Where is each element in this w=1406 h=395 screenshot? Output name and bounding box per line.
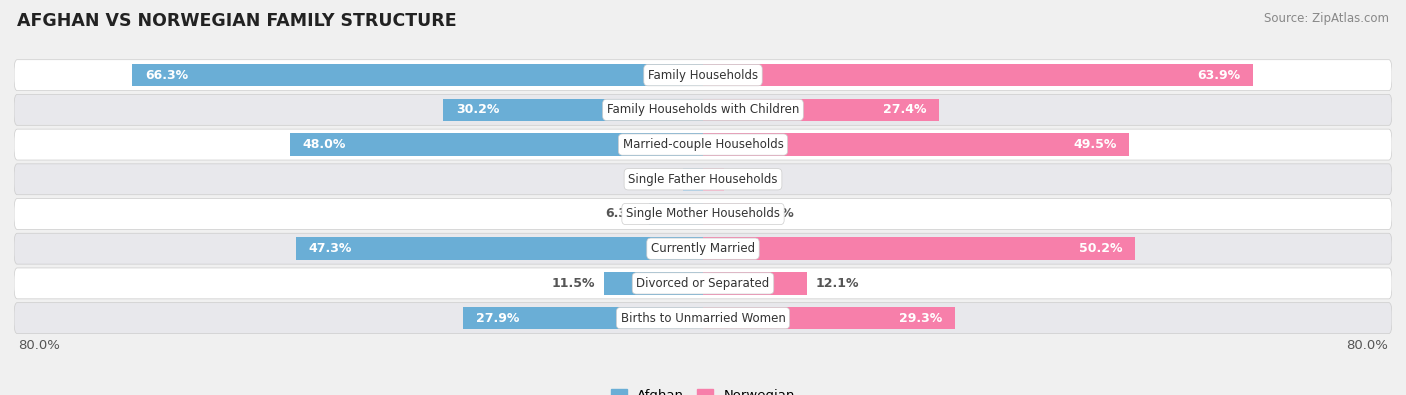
Bar	[703, 99, 939, 121]
FancyBboxPatch shape	[14, 129, 1392, 160]
Bar	[703, 168, 724, 190]
Bar	[648, 203, 703, 225]
Text: Source: ZipAtlas.com: Source: ZipAtlas.com	[1264, 12, 1389, 25]
Text: Family Households: Family Households	[648, 69, 758, 82]
Text: 2.4%: 2.4%	[733, 173, 768, 186]
Text: 11.5%: 11.5%	[551, 277, 595, 290]
Text: Single Mother Households: Single Mother Households	[626, 207, 780, 220]
Bar	[703, 307, 955, 329]
Bar	[605, 272, 703, 295]
FancyBboxPatch shape	[14, 199, 1392, 229]
Text: Divorced or Separated: Divorced or Separated	[637, 277, 769, 290]
Text: 12.1%: 12.1%	[815, 277, 859, 290]
Text: Single Father Households: Single Father Households	[628, 173, 778, 186]
Bar	[703, 237, 1135, 260]
Text: 80.0%: 80.0%	[1346, 339, 1388, 352]
Text: AFGHAN VS NORWEGIAN FAMILY STRUCTURE: AFGHAN VS NORWEGIAN FAMILY STRUCTURE	[17, 12, 457, 30]
Text: 30.2%: 30.2%	[456, 103, 499, 117]
FancyBboxPatch shape	[14, 303, 1392, 333]
FancyBboxPatch shape	[14, 233, 1392, 264]
Text: 6.3%: 6.3%	[606, 207, 640, 220]
Text: 50.2%: 50.2%	[1078, 242, 1122, 255]
Text: 48.0%: 48.0%	[302, 138, 346, 151]
Bar	[703, 133, 1129, 156]
Legend: Afghan, Norwegian: Afghan, Norwegian	[606, 384, 800, 395]
Text: 49.5%: 49.5%	[1073, 138, 1116, 151]
FancyBboxPatch shape	[14, 164, 1392, 195]
Bar	[463, 307, 703, 329]
FancyBboxPatch shape	[14, 94, 1392, 125]
Bar	[132, 64, 703, 87]
Bar	[703, 203, 751, 225]
Text: 47.3%: 47.3%	[308, 242, 352, 255]
Bar	[703, 272, 807, 295]
Bar	[295, 237, 703, 260]
Text: Married-couple Households: Married-couple Households	[623, 138, 783, 151]
Text: 5.5%: 5.5%	[759, 207, 794, 220]
Text: 27.4%: 27.4%	[883, 103, 927, 117]
Bar	[703, 64, 1253, 87]
Text: 66.3%: 66.3%	[145, 69, 188, 82]
Text: 80.0%: 80.0%	[18, 339, 60, 352]
FancyBboxPatch shape	[14, 268, 1392, 299]
Text: Births to Unmarried Women: Births to Unmarried Women	[620, 312, 786, 325]
Text: 63.9%: 63.9%	[1198, 69, 1240, 82]
Bar	[443, 99, 703, 121]
Text: 29.3%: 29.3%	[900, 312, 942, 325]
Bar	[683, 168, 703, 190]
Text: 2.3%: 2.3%	[640, 173, 675, 186]
Text: 27.9%: 27.9%	[475, 312, 519, 325]
Bar	[290, 133, 703, 156]
Text: Currently Married: Currently Married	[651, 242, 755, 255]
Text: Family Households with Children: Family Households with Children	[607, 103, 799, 117]
FancyBboxPatch shape	[14, 60, 1392, 90]
